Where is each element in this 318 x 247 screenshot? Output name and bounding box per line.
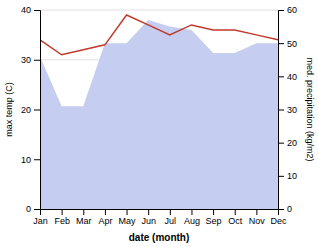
tick-mark (256, 209, 257, 215)
tick-label: 30 (287, 105, 297, 115)
tick-mark (278, 43, 284, 44)
tick-label: 10 (287, 171, 297, 181)
axis-line (34, 11, 41, 210)
tick-mark (34, 10, 40, 11)
tick-mark (34, 209, 40, 210)
tick-label: Apr (98, 216, 112, 226)
tick: Dec (270, 209, 287, 226)
tick: 60 (278, 5, 297, 15)
grid (40, 10, 278, 209)
x-axis: Jan Feb Mar Apr May Jun Jul Aug Sep Oct Nov Dec (33, 209, 287, 226)
y-axis-title: max temp (C) (4, 82, 14, 137)
tick-label: Nov (249, 216, 266, 226)
tick: Aug (184, 209, 200, 226)
tick-mark (278, 209, 284, 210)
marks (40, 15, 278, 209)
tick-label: Jan (33, 216, 48, 226)
tick-label: Jun (141, 216, 156, 226)
tick-mark (278, 143, 284, 144)
tick: Feb (54, 209, 70, 226)
tick: 40 (21, 5, 40, 15)
tick-mark (62, 209, 63, 215)
tick: Mar (76, 209, 92, 226)
tick-label: 40 (21, 5, 31, 15)
chart: JanFebMarAprMayJunJulAugSepOctNovDec0102… (0, 0, 318, 247)
tick-label: 50 (287, 39, 297, 49)
tick-label: Jul (165, 216, 177, 226)
tick-mark (34, 60, 40, 61)
tick-mark (278, 76, 284, 77)
tick: 40 (278, 72, 297, 82)
tick: Jun (141, 209, 156, 226)
tick-label: 0 (287, 204, 292, 214)
tick-mark (278, 110, 284, 111)
tick-label: 20 (21, 105, 31, 115)
tick-mark (278, 10, 284, 11)
tick-label: 10 (21, 155, 31, 165)
y2-axis: 0 10 20 30 40 50 60 (278, 5, 297, 214)
grid-line (40, 10, 278, 11)
tick-mark (235, 209, 236, 215)
tick-mark (127, 209, 128, 215)
tick-label: Aug (184, 216, 200, 226)
tick: 10 (21, 155, 40, 165)
tick: Oct (228, 209, 243, 226)
tick: Jan (33, 209, 48, 226)
tick-mark (170, 209, 171, 215)
tick-mark (34, 159, 40, 160)
tick-label: Mar (76, 216, 92, 226)
tick-mark (83, 209, 84, 215)
tick-label: 40 (287, 72, 297, 82)
line (40, 15, 278, 55)
tick: Apr (98, 209, 112, 226)
tick: Nov (249, 209, 266, 226)
tick: 20 (21, 105, 40, 115)
tick-mark (105, 209, 106, 215)
tick: May (119, 209, 137, 226)
tick-label: 0 (26, 204, 31, 214)
tick-label: 60 (287, 5, 297, 15)
tick-mark (148, 209, 149, 215)
x-axis-title: date (month) (129, 232, 190, 243)
tick-label: Feb (54, 216, 70, 226)
tick: 50 (278, 39, 297, 49)
tick: 0 (278, 204, 292, 214)
tick-label: 30 (21, 55, 31, 65)
tick: 30 (21, 55, 40, 65)
tick-mark (213, 209, 214, 215)
axis-line (41, 210, 279, 216)
tick-label: Oct (228, 216, 243, 226)
axis-line (279, 11, 285, 210)
tick: 20 (278, 138, 297, 148)
tick-label: Sep (206, 216, 222, 226)
tick: Jul (165, 209, 177, 226)
tick-label: 20 (287, 138, 297, 148)
tick-mark (278, 176, 284, 177)
tick-label: Dec (270, 216, 287, 226)
area (40, 20, 278, 209)
tick: Sep (206, 209, 222, 226)
tick-mark (191, 209, 192, 215)
y2-axis-title: med. precipitation (kg/m2) (305, 57, 315, 161)
tick-label: May (119, 216, 137, 226)
tick: 0 (26, 204, 40, 214)
tick-mark (34, 110, 40, 111)
tick: 30 (278, 105, 297, 115)
tick: 10 (278, 171, 297, 181)
y-axis: 0 10 20 30 40 (21, 5, 41, 214)
